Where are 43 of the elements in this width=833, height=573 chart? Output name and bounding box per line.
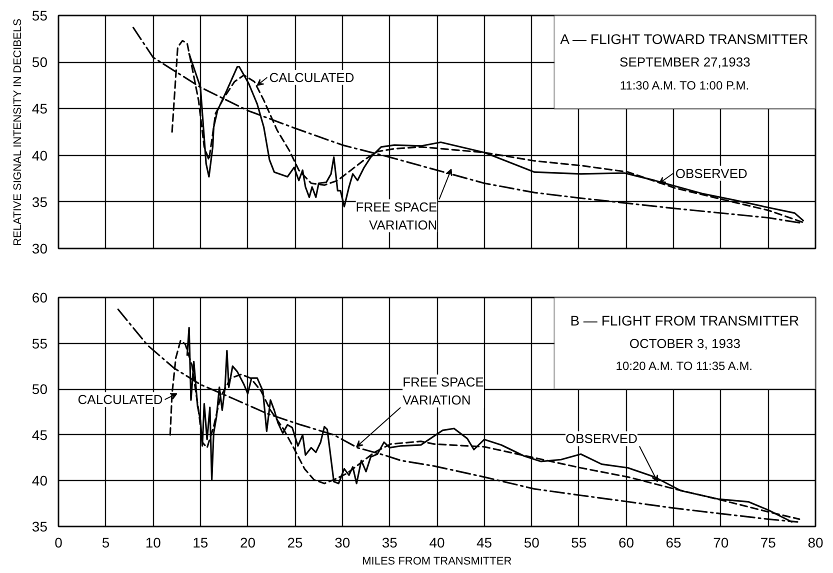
x-tick-label: 20: [240, 534, 256, 550]
x-tick-label: 40: [429, 534, 445, 550]
annotation: OBSERVED: [565, 431, 638, 446]
x-tick-label: 45: [476, 534, 492, 550]
x-tick-label: 75: [760, 534, 776, 550]
x-axis-title: MILES FROM TRANSMITTER: [362, 556, 512, 568]
text: SEPTEMBER 27,1933: [620, 54, 750, 70]
x-tick-label: 60: [618, 534, 634, 550]
x-tick-label: 35: [382, 534, 398, 550]
annotation: FREE SPACE VARIATION: [402, 374, 484, 408]
text: B — FLIGHT FROM TRANSMITTER: [570, 312, 800, 328]
y-tick-label: 45: [32, 100, 48, 117]
y-tick-label: 40: [32, 472, 48, 489]
annotation: 11:30 A.M. TO 1:00 P.M.: [620, 78, 750, 92]
x-tick-label: 55: [571, 534, 587, 550]
y-tick-label: 40: [32, 147, 48, 164]
annotation: CALCULATED: [78, 392, 163, 408]
x-tick-label: 5: [102, 534, 110, 550]
x-tick-label: 70: [713, 534, 729, 550]
x-tick-label: 30: [334, 534, 350, 550]
x-tick-label: 50: [524, 534, 540, 550]
x-tick-label: 25: [287, 534, 304, 550]
y-tick-label: 50: [32, 381, 48, 398]
y-axis-title: RELATIVE SIGNAL INTENSITY IN DECIBELS: [12, 18, 24, 246]
y-tick-label: 55: [32, 335, 48, 352]
annotation: 10:20 A.M. TO 11:35 A.M.: [616, 359, 753, 374]
y-tick-label: 60: [32, 290, 48, 306]
annotation: CALCULATED: [269, 70, 354, 85]
y-tick-label: 55: [32, 8, 48, 24]
y-tick-label: 35: [32, 194, 48, 210]
y-tick-label: 50: [32, 54, 48, 70]
y-tick-label: 45: [32, 426, 48, 443]
text: A — FLIGHT TOWARD TRANSMITTER: [560, 30, 808, 47]
y-tick-label: 35: [32, 518, 48, 534]
x-tick-label: 80: [808, 534, 824, 550]
annotation: FREE SPACE VARIATION: [356, 199, 438, 232]
x-tick-label: 65: [666, 534, 682, 550]
x-tick-label: 0: [54, 534, 63, 550]
text: OCTOBER 3, 1933: [629, 336, 740, 351]
y-tick-label: 30: [32, 240, 48, 256]
annotation: OBSERVED: [675, 166, 748, 181]
x-tick-label: 10: [145, 534, 162, 550]
x-tick-label: 15: [192, 534, 208, 550]
